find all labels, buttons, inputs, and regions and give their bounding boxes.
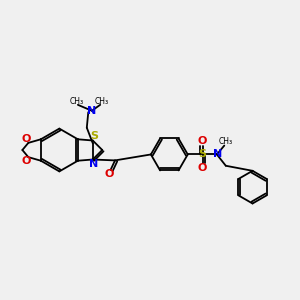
Text: O: O — [198, 163, 207, 173]
Text: O: O — [105, 169, 114, 179]
Text: O: O — [22, 156, 31, 166]
Text: CH₃: CH₃ — [69, 97, 83, 106]
Text: N: N — [87, 106, 97, 116]
Text: N: N — [89, 159, 99, 169]
Text: N: N — [213, 148, 222, 159]
Text: S: S — [90, 131, 98, 141]
Text: S: S — [199, 149, 207, 160]
Text: CH₃: CH₃ — [218, 137, 232, 146]
Text: O: O — [22, 134, 31, 144]
Text: CH₃: CH₃ — [94, 97, 109, 106]
Text: O: O — [198, 136, 207, 146]
